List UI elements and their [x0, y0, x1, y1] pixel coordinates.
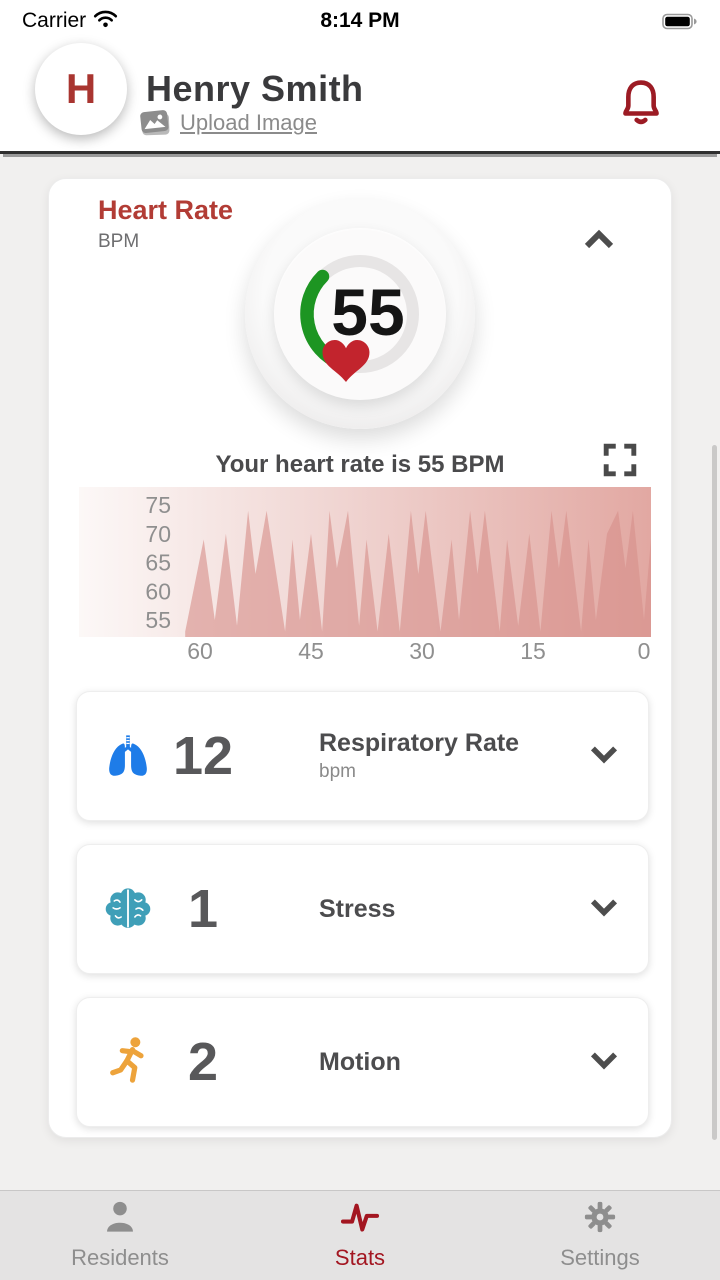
profile-header: H Henry Smith Upload Image	[0, 42, 720, 154]
heart-rate-section: Heart Rate BPM 55 Your heart rate is 55 …	[49, 179, 671, 691]
chart-x-axis-labels: 60 45 30 15 0	[187, 638, 651, 664]
photo-icon	[138, 107, 173, 138]
expand-chevron-down-icon[interactable]	[588, 1048, 620, 1077]
heart-rate-value: 55	[331, 275, 405, 349]
motion-card[interactable]: 2 Motion	[76, 997, 649, 1127]
tab-residents-label: Residents	[71, 1245, 169, 1270]
motion-value: 2	[187, 1032, 219, 1092]
tab-bar: Residents Stats	[0, 1190, 720, 1280]
expand-chevron-down-icon[interactable]	[588, 895, 620, 924]
carrier-label: Carrier	[22, 9, 87, 32]
respiratory-rate-value: 12	[172, 726, 234, 786]
svg-text:55: 55	[145, 607, 171, 633]
upload-image-label: Upload Image	[180, 110, 317, 135]
top-bar: Carrier 8:14 PM H Henry Smith	[0, 0, 720, 154]
svg-text:30: 30	[409, 638, 435, 663]
motion-label: Motion	[319, 1047, 401, 1076]
stress-value: 1	[187, 879, 219, 939]
running-icon	[101, 1036, 155, 1088]
scrollbar[interactable]	[712, 445, 717, 1140]
heart-rate-gauge: 55	[245, 199, 475, 429]
respiratory-rate-card[interactable]: 12 Respiratory Rate bpm	[76, 691, 649, 821]
expand-chevron-down-icon[interactable]	[588, 742, 620, 771]
heart-rate-title: Heart Rate	[98, 195, 234, 225]
respiratory-rate-label: Respiratory Rate	[319, 729, 520, 757]
notifications-bell-icon[interactable]	[618, 76, 664, 133]
brain-icon	[101, 885, 155, 933]
tab-stats[interactable]: Stats	[240, 1191, 480, 1280]
heart-icon	[322, 340, 370, 382]
respiratory-rate-unit: bpm	[319, 761, 356, 782]
svg-text:0: 0	[638, 638, 651, 663]
svg-text:75: 75	[145, 492, 171, 518]
stress-card[interactable]: 1 Stress	[76, 844, 649, 974]
tab-settings[interactable]: Settings	[480, 1191, 720, 1280]
gear-icon	[582, 1200, 618, 1240]
heart-rate-unit: BPM	[98, 231, 140, 252]
clock: 8:14 PM	[320, 9, 400, 32]
lungs-icon	[101, 732, 155, 780]
stress-label: Stress	[319, 894, 396, 923]
svg-text:60: 60	[145, 578, 171, 604]
heart-rate-chart: 75 70 65 60 55 60 45 30 15 0	[79, 487, 651, 668]
tab-settings-label: Settings	[560, 1245, 640, 1270]
tab-stats-label: Stats	[334, 1245, 386, 1270]
svg-text:15: 15	[520, 638, 546, 663]
svg-text:45: 45	[298, 638, 324, 663]
pulse-icon	[340, 1200, 380, 1240]
collapse-chevron-up-icon[interactable]	[582, 227, 616, 258]
svg-text:70: 70	[145, 521, 171, 547]
heart-rate-caption: Your heart rate is 55 BPM	[215, 451, 505, 478]
tab-residents[interactable]: Residents	[0, 1191, 240, 1280]
avatar-letter: H	[65, 65, 97, 112]
avatar[interactable]: H	[35, 43, 127, 135]
upload-image-link[interactable]: Upload Image	[139, 109, 317, 137]
battery-icon	[662, 13, 698, 30]
resident-name: Henry Smith	[146, 68, 364, 109]
stats-card: Heart Rate BPM 55 Your heart rate is 55 …	[48, 178, 672, 1138]
person-icon	[102, 1200, 138, 1240]
status-bar: Carrier 8:14 PM	[0, 0, 720, 42]
fullscreen-expand-icon[interactable]	[603, 443, 637, 482]
wifi-icon	[93, 9, 118, 34]
svg-text:60: 60	[187, 638, 213, 663]
svg-text:65: 65	[145, 550, 171, 576]
